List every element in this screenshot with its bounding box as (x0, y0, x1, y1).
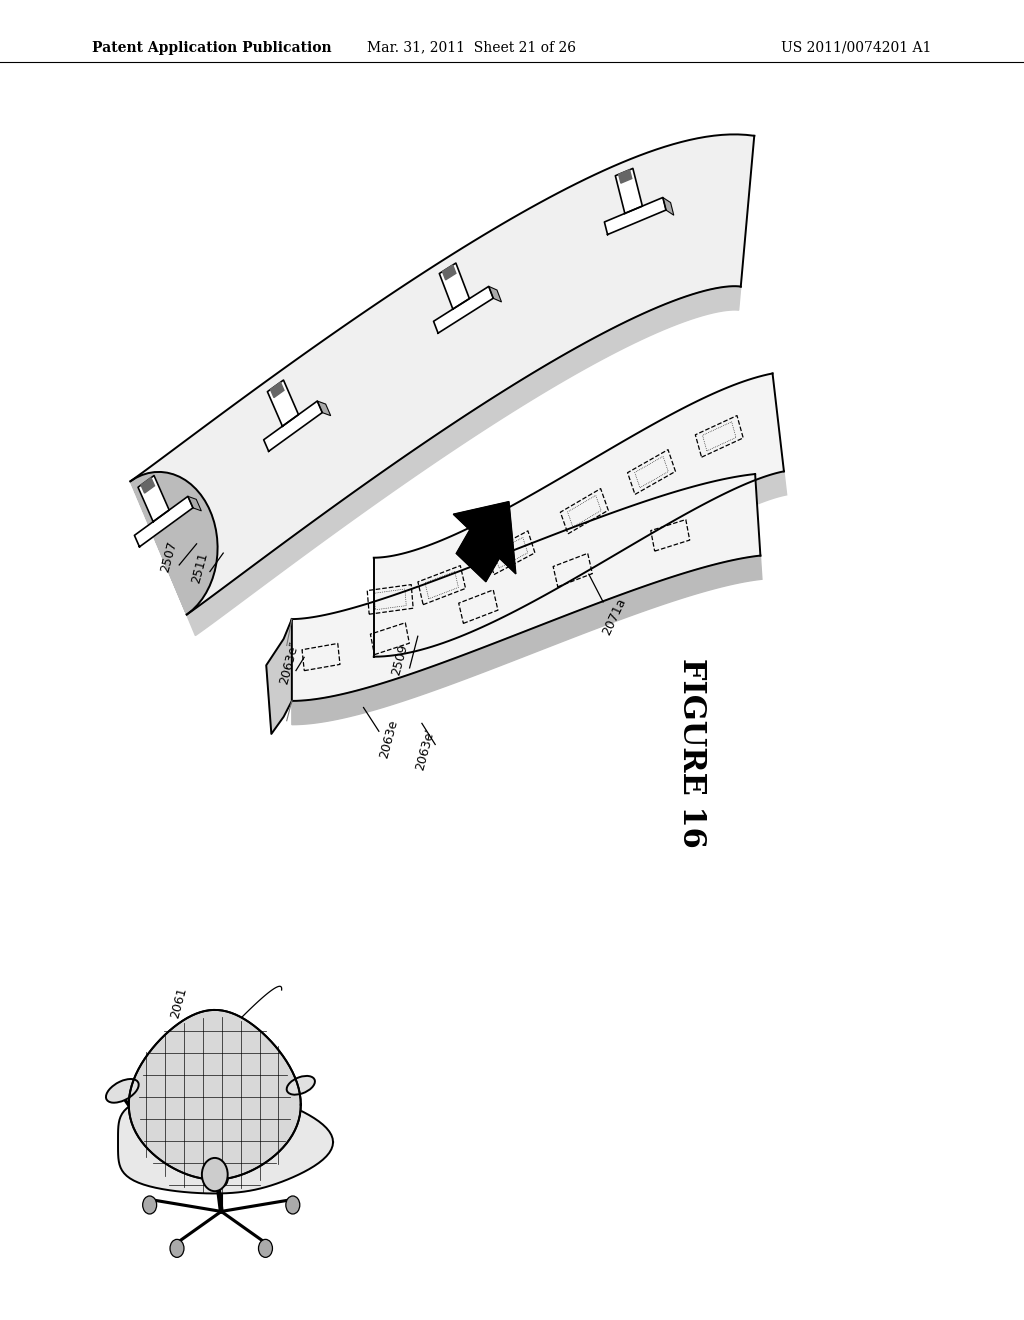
Polygon shape (433, 286, 494, 333)
Circle shape (286, 1196, 300, 1214)
Circle shape (258, 1239, 272, 1258)
Text: 2507: 2507 (159, 540, 179, 574)
Polygon shape (439, 263, 469, 309)
Polygon shape (615, 169, 642, 214)
Polygon shape (118, 1090, 333, 1193)
Polygon shape (187, 496, 202, 511)
Polygon shape (454, 502, 516, 582)
Ellipse shape (105, 1078, 138, 1102)
Text: 2071a: 2071a (600, 595, 629, 638)
Polygon shape (292, 474, 761, 701)
Polygon shape (138, 475, 169, 521)
Ellipse shape (287, 1076, 315, 1094)
Polygon shape (488, 286, 502, 302)
Text: 2063e′: 2063e′ (414, 727, 436, 772)
Polygon shape (267, 380, 299, 426)
Polygon shape (131, 135, 755, 615)
Circle shape (142, 1196, 157, 1214)
Circle shape (202, 1158, 227, 1191)
Polygon shape (663, 198, 674, 215)
Polygon shape (134, 496, 193, 546)
Circle shape (170, 1239, 184, 1258)
Text: 2509: 2509 (389, 643, 410, 677)
Polygon shape (141, 478, 155, 494)
Polygon shape (186, 286, 740, 635)
Polygon shape (130, 473, 217, 615)
Text: 2063e″: 2063e″ (278, 640, 302, 685)
Polygon shape (317, 401, 331, 416)
Polygon shape (263, 401, 323, 451)
Polygon shape (442, 265, 456, 280)
Text: 2061: 2061 (169, 986, 189, 1020)
Polygon shape (292, 556, 762, 725)
Polygon shape (270, 383, 284, 397)
Circle shape (214, 1170, 228, 1187)
Polygon shape (129, 1010, 301, 1180)
Text: Patent Application Publication: Patent Application Publication (92, 41, 332, 54)
Text: Mar. 31, 2011  Sheet 21 of 26: Mar. 31, 2011 Sheet 21 of 26 (367, 41, 575, 54)
Polygon shape (604, 198, 666, 235)
Polygon shape (266, 619, 292, 734)
Polygon shape (374, 374, 784, 656)
Text: 2063e: 2063e (378, 718, 400, 760)
Polygon shape (374, 471, 786, 681)
Text: FIGURE 16: FIGURE 16 (676, 657, 707, 847)
Polygon shape (618, 170, 632, 183)
Text: US 2011/0074201 A1: US 2011/0074201 A1 (781, 41, 932, 54)
Text: 2511: 2511 (189, 550, 210, 585)
